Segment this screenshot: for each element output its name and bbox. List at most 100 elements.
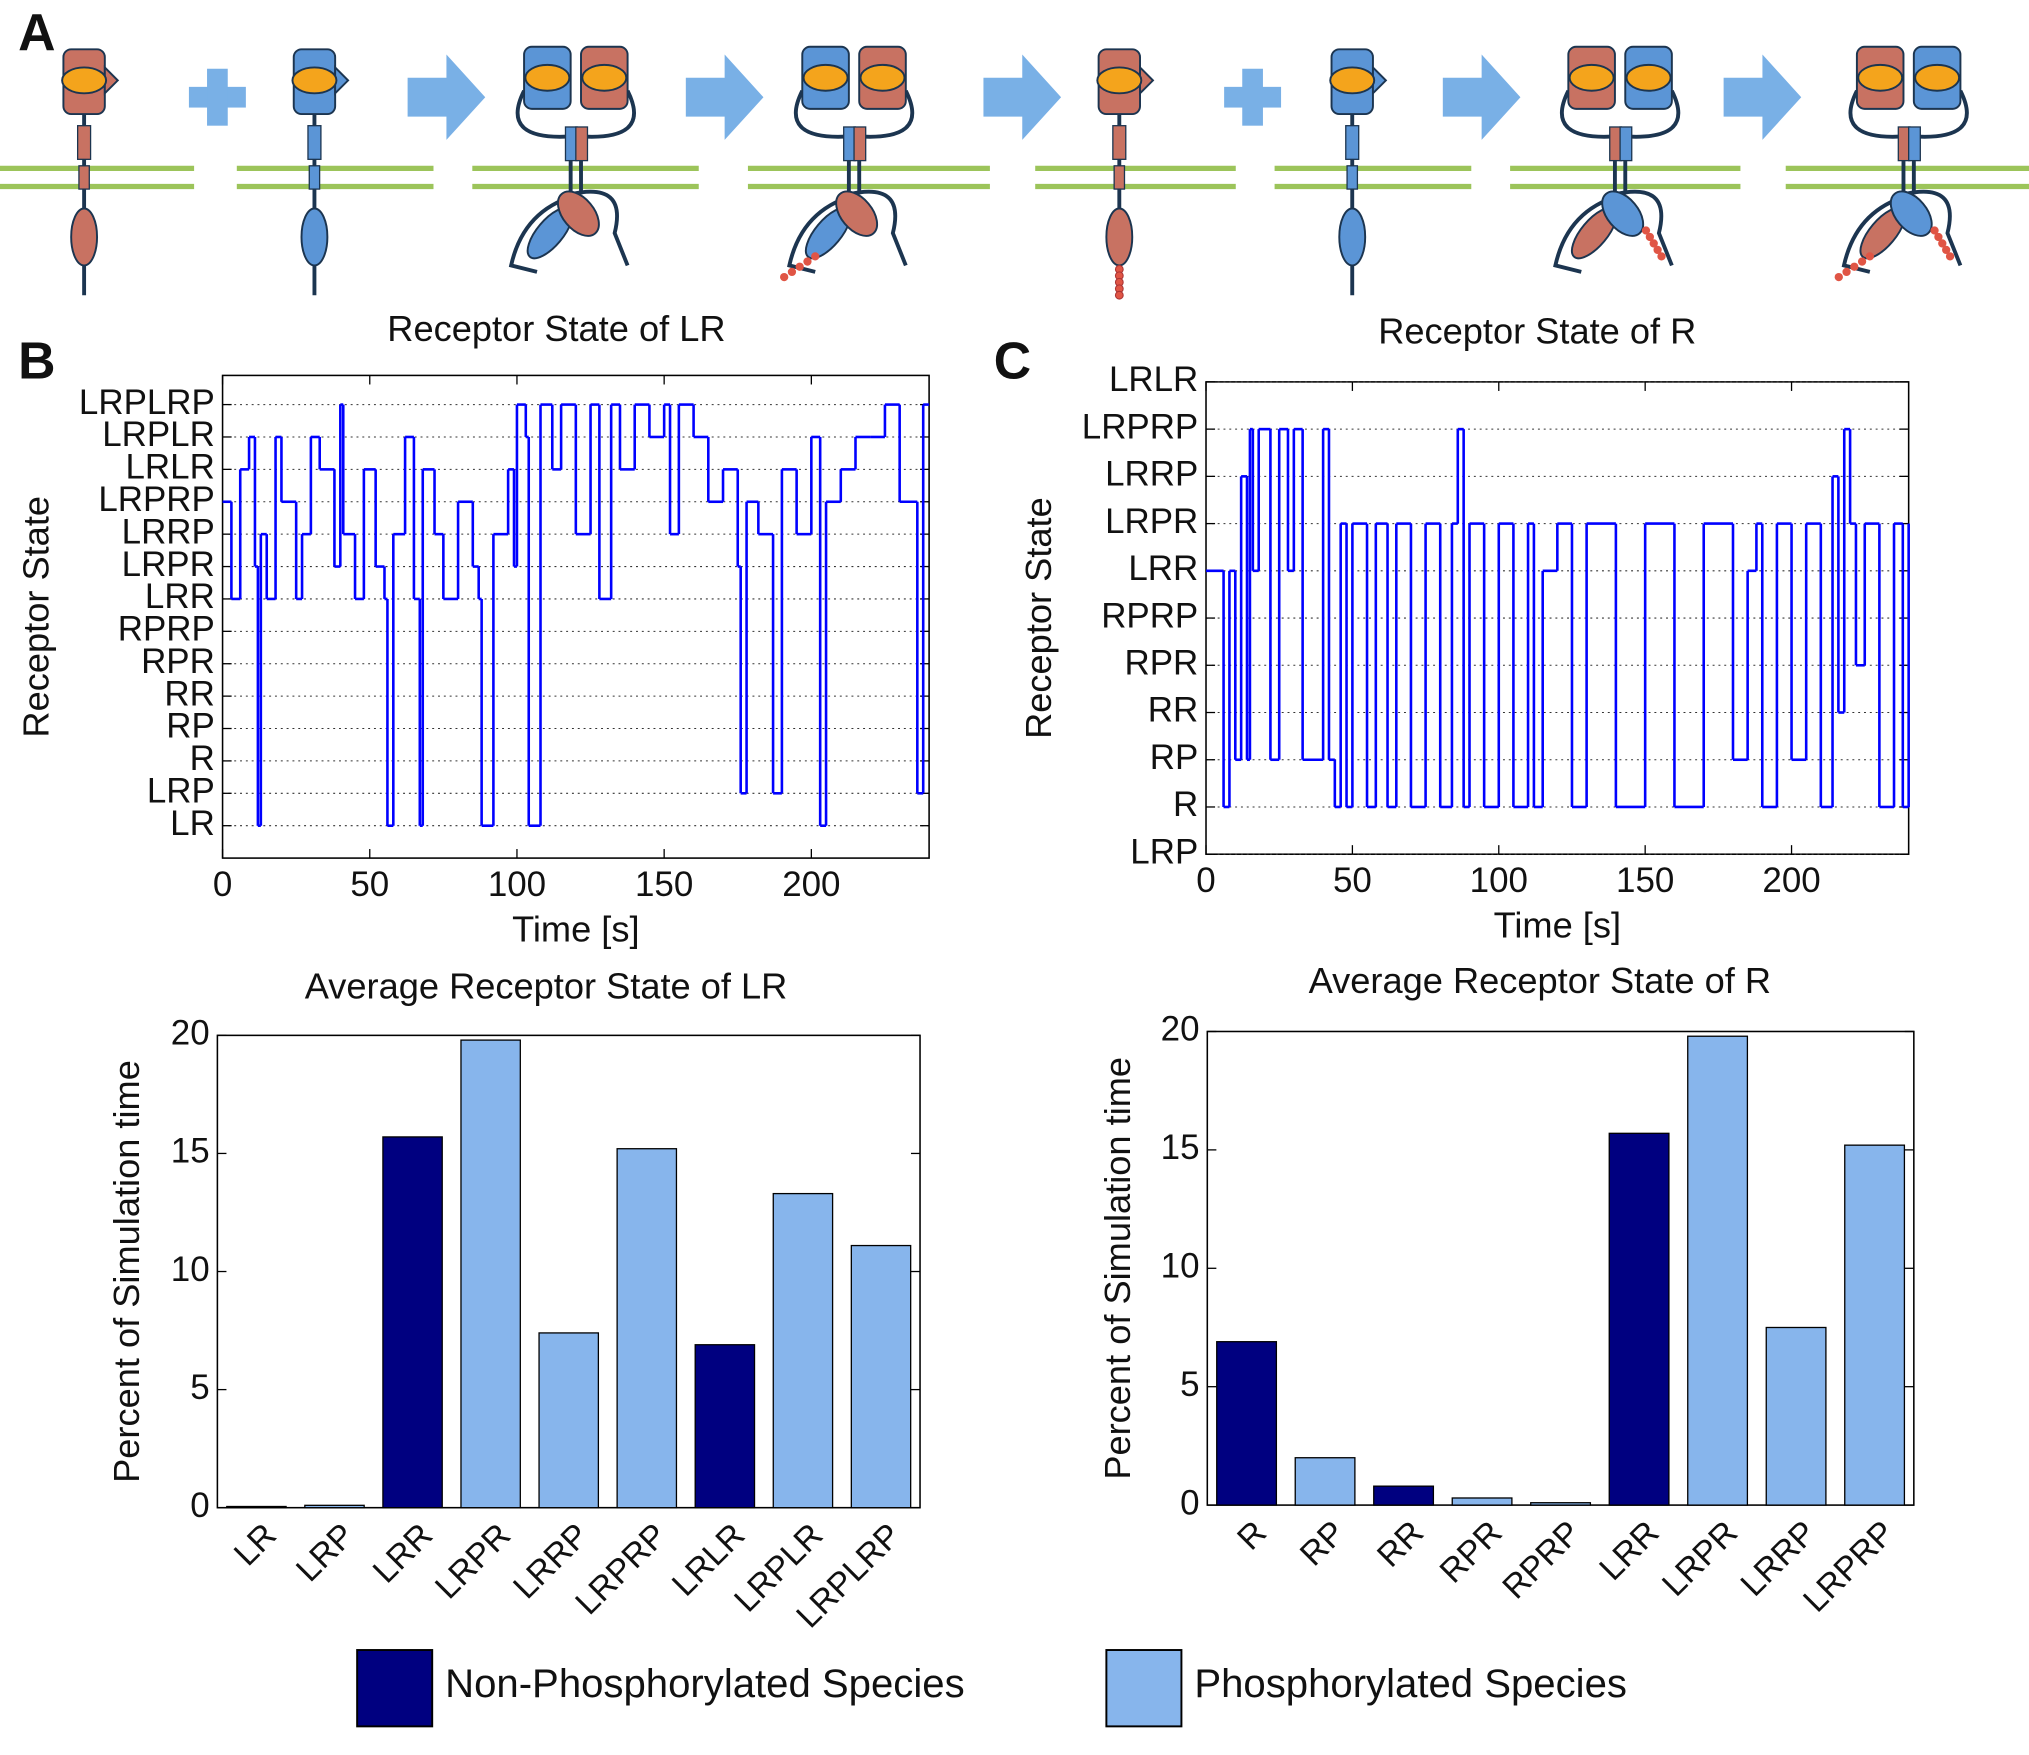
y-axis-label: Percent of Simulation time [1097,1057,1138,1480]
x-tick-label: LRPR [429,1517,519,1607]
y-tick-label: LRRP [122,512,215,551]
transmembrane [76,125,92,160]
bar [1765,1326,1827,1506]
bar [226,1505,287,1509]
bar [1687,1035,1749,1506]
ligand [1329,66,1376,95]
y-tick-label: 15 [171,1132,210,1171]
y-tick-label: 10 [1161,1247,1200,1286]
x-tick-label: 50 [350,865,389,904]
y-tick-label: LRP [1130,832,1198,871]
y-axis-label: Percent of Simulation time [106,1060,147,1483]
phosphate [1930,226,1939,235]
kinase [1601,190,1645,237]
tail [1903,189,1963,267]
bar [1608,1132,1670,1506]
x-tick-label: LRP [290,1517,362,1589]
y-tick-label: 0 [190,1486,209,1525]
y-tick-label: 5 [190,1368,209,1407]
transmembrane [1908,126,1921,162]
ligand [1568,63,1615,92]
transmembrane [1112,125,1127,160]
tail [1614,189,1674,267]
transmembrane [308,165,321,190]
y-tick-label: RP [166,707,215,746]
ligand [524,63,571,92]
x-tick-label: 200 [1762,861,1820,900]
kinase [70,207,99,267]
plus [207,68,228,126]
legend-swatch [1105,1649,1183,1728]
chart-title: Receptor State of LR [387,308,725,349]
y-tick-label: LR [170,804,215,843]
ligand [581,63,628,92]
x-tick-label: 150 [1616,861,1674,900]
phosphate [787,267,797,277]
y-tick-label: 15 [1161,1128,1200,1167]
phosphate [1649,239,1658,248]
bar [538,1332,600,1509]
bar [1216,1341,1278,1506]
phosphate [1114,290,1124,300]
y-tick-label: RR [1148,691,1198,730]
panel-label: A [18,3,55,61]
phosphate [1653,245,1662,255]
phosphate [1865,252,1874,261]
bar [850,1244,912,1509]
tail [848,189,908,267]
ligand [1914,63,1961,92]
y-tick-label: LRPLR [102,415,215,454]
bar [1530,1502,1592,1506]
phosphate [1657,252,1666,261]
bar [304,1504,365,1509]
phosphate [1641,226,1651,235]
bar [694,1344,756,1509]
arrow [1723,54,1802,140]
bar [772,1192,834,1509]
ligand [802,63,849,92]
kinase [556,190,600,237]
transmembrane [1346,165,1359,190]
legend-swatch [356,1649,434,1728]
transmembrane [1113,165,1126,190]
y-tick-label: RPRP [1101,596,1198,635]
arrow [983,54,1062,140]
bar [1844,1144,1906,1506]
y-tick-label: LRR [1128,549,1198,588]
chart-title: Average Receptor State of R [1309,960,1771,1001]
phosphate [1938,239,1947,248]
bar [1294,1457,1356,1506]
y-tick-label: 20 [1161,1010,1200,1049]
y-tick-label: 20 [171,1014,210,1053]
x-tick-label: 0 [1196,861,1215,900]
phosphate [780,272,789,282]
y-tick-label: LRRP [1105,455,1198,494]
transmembrane [853,126,867,162]
y-axis-label: Receptor State [1018,497,1059,739]
kinase [1338,207,1367,267]
phosphate [811,252,820,261]
phosphate [795,262,804,271]
ligand [61,66,108,95]
ligand [291,66,338,95]
ligand [1096,66,1143,95]
transmembrane [78,165,90,190]
x-tick-label: 50 [1333,861,1372,900]
x-tick-label: LR [227,1517,284,1574]
ligand [859,63,906,92]
ligand [1625,63,1672,92]
x-tick-label: 0 [213,865,232,904]
x-tick-label: 200 [782,865,840,904]
y-tick-label: LRPRP [1082,407,1198,446]
y-tick-label: RPR [141,642,215,681]
kinase [300,207,329,267]
x-axis-label: Time [s] [1494,905,1621,946]
y-tick-label: LRPRP [98,480,214,519]
transmembrane [307,125,322,160]
phosphate [803,257,812,266]
kinase [1889,190,1933,237]
y-tick-label: RPRP [118,610,215,649]
arrow [407,54,486,140]
bar [1373,1485,1435,1506]
